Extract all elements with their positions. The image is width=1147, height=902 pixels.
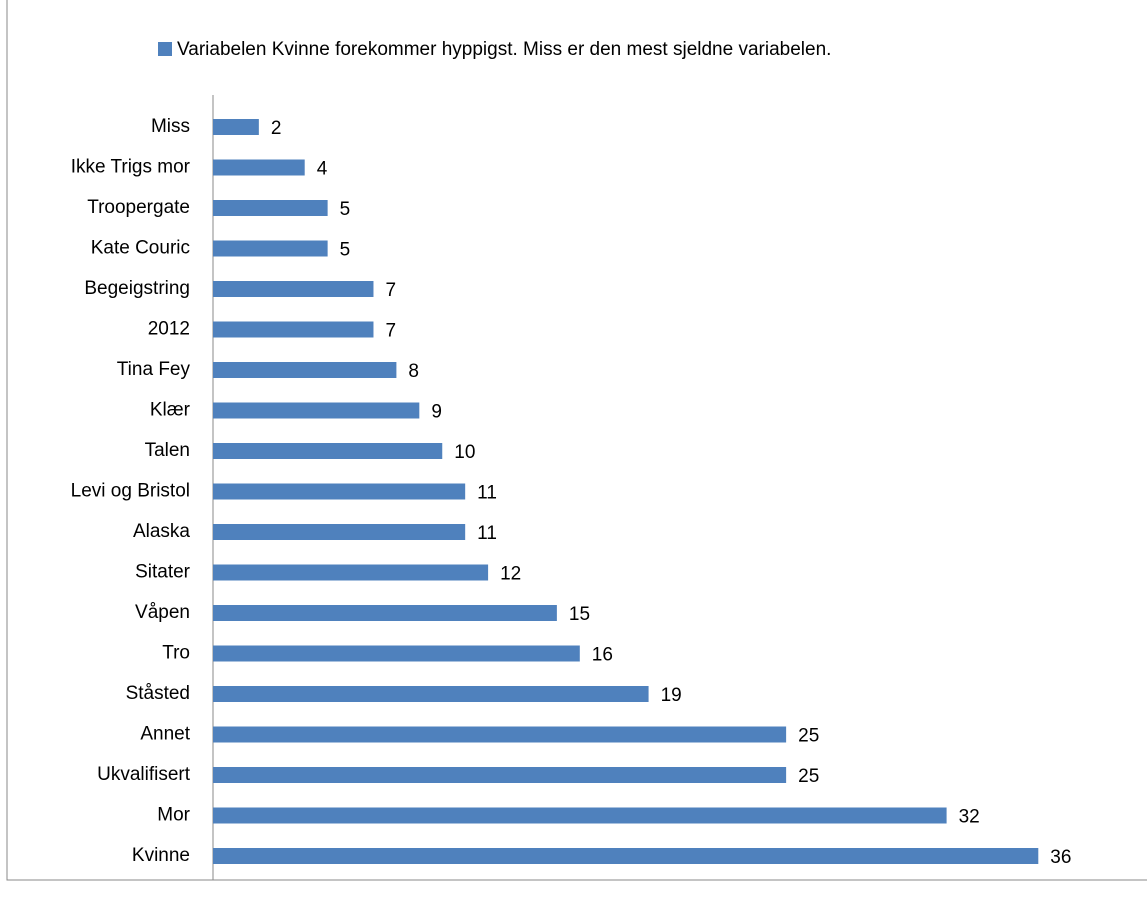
legend-swatch (158, 42, 172, 56)
y-tick-label: Tina Fey (117, 359, 191, 380)
bar (213, 848, 1039, 864)
data-label: 7 (385, 280, 396, 301)
legend-label: Variabelen Kvinne forekommer hyppigst. M… (177, 39, 831, 60)
y-tick-label: Levi og Bristol (71, 481, 190, 502)
chart-frame (6, 0, 1147, 881)
data-label: 15 (569, 604, 590, 625)
bar (213, 726, 787, 743)
bar (213, 686, 649, 702)
y-tick-label: 2012 (148, 319, 190, 340)
y-tick-label: Miss (151, 116, 190, 137)
bar (213, 159, 305, 176)
data-label: 10 (454, 442, 475, 463)
data-label: 25 (798, 726, 819, 747)
data-label: 32 (959, 807, 980, 828)
y-tick-label: Ukvalifisert (97, 764, 191, 785)
data-label: 5 (340, 240, 351, 261)
y-tick-label: Kate Couric (91, 238, 190, 259)
y-tick-label: Begeigstring (84, 278, 190, 299)
bar (213, 281, 374, 297)
data-label: 5 (340, 199, 351, 220)
data-label: 11 (477, 483, 497, 504)
data-label: 9 (431, 402, 442, 423)
bar (213, 645, 580, 662)
bar (213, 605, 557, 621)
bar (213, 483, 466, 500)
bar (213, 200, 328, 216)
bar (213, 767, 787, 783)
bar (213, 402, 420, 419)
y-tick-label: Kvinne (132, 845, 190, 866)
y-tick-label: Tro (162, 643, 190, 664)
y-tick-label: Mor (157, 805, 190, 826)
y-tick-label: Annet (140, 724, 190, 745)
data-label: 12 (500, 564, 521, 585)
data-label: 19 (661, 685, 682, 706)
y-tick-label: Talen (145, 440, 190, 461)
data-label: 7 (385, 321, 396, 342)
data-label: 16 (592, 645, 613, 666)
bar (213, 524, 466, 540)
y-tick-label: Våpen (135, 602, 190, 623)
bar (213, 119, 259, 135)
data-label: 36 (1050, 847, 1071, 868)
y-tick-label: Klær (150, 400, 191, 421)
y-tick-label: Sitater (135, 562, 191, 583)
data-label: 11 (477, 523, 497, 544)
y-tick-label: Alaska (133, 521, 190, 542)
data-label: 25 (798, 766, 819, 787)
bar (213, 321, 374, 338)
bar (213, 362, 397, 378)
bar (213, 240, 328, 257)
y-tick-label: Ikke Trigs mor (71, 157, 191, 178)
y-tick-label: Troopergate (87, 197, 190, 218)
bar (213, 564, 489, 581)
bar (213, 443, 443, 459)
bar (213, 807, 947, 824)
y-tick-label: Ståsted (126, 683, 190, 704)
data-label: 2 (271, 118, 282, 139)
data-label: 4 (317, 159, 328, 180)
data-label: 8 (408, 361, 419, 382)
